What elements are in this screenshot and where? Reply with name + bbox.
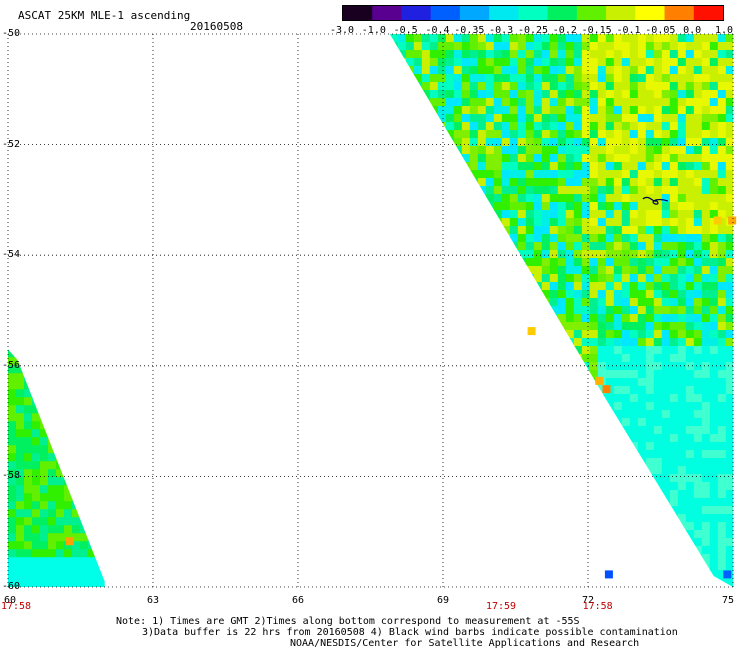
- color-scale-label: -0.1: [616, 25, 641, 36]
- latitude-label: -54: [2, 249, 21, 261]
- color-scale-label: 0.0: [683, 25, 702, 36]
- longitude-label: 60: [3, 595, 17, 606]
- color-scale-bar: [342, 5, 724, 21]
- time-label: 17:58: [582, 601, 613, 612]
- wind-barb: [642, 196, 669, 205]
- color-scale-swatch: [343, 6, 373, 20]
- latitude-label: -58: [2, 470, 21, 482]
- color-scale-label: -3.0: [329, 25, 355, 36]
- color-scale-swatch: [489, 6, 519, 20]
- longitude-label: 63: [146, 595, 160, 606]
- map-title: ASCAT 25KM MLE-1 ascending: [18, 9, 191, 22]
- color-scale-label: -0.2: [552, 25, 577, 36]
- color-scale-swatch: [430, 6, 461, 20]
- color-scale-swatch: [547, 6, 578, 20]
- latitude-label: -52: [2, 138, 21, 150]
- longitude-label: 72: [581, 595, 595, 606]
- color-scale-label: 1.0: [714, 25, 734, 36]
- color-scale-swatch: [576, 6, 607, 20]
- latitude-label: -56: [2, 359, 21, 371]
- color-scale-label: -0.25: [517, 25, 549, 36]
- color-scale-label: -0.5: [393, 25, 418, 36]
- swath-east: [389, 34, 733, 587]
- color-scale-swatch: [664, 6, 695, 20]
- longitude-label: 69: [436, 595, 450, 606]
- color-scale-swatch: [372, 6, 402, 20]
- color-scale-swatch: [401, 6, 432, 20]
- color-scale-label: -0.35: [454, 25, 485, 36]
- color-scale-label: -0.3: [489, 25, 514, 36]
- color-scale-label: -0.4: [425, 25, 450, 36]
- color-scale-label: -0.15: [581, 25, 612, 36]
- map-date: 20160508: [190, 20, 243, 33]
- time-label: 17:59: [485, 601, 517, 612]
- swath-west: [8, 349, 105, 587]
- time-label: 17:58: [0, 601, 32, 612]
- note-line-1: Note: 1) Times are GMT 2)Times along bot…: [116, 616, 580, 627]
- longitude-label: 75: [721, 595, 735, 606]
- note-line-2: 3)Data buffer is 22 hrs from 20160508 4)…: [142, 627, 678, 638]
- color-scale-swatch: [635, 6, 666, 20]
- latitude-label: -50: [2, 28, 21, 39]
- color-scale-swatch: [459, 6, 490, 20]
- color-scale-swatch: [518, 6, 549, 20]
- latitude-label: -60: [2, 581, 21, 592]
- color-scale-swatch: [693, 6, 723, 20]
- color-scale-label: -0.05: [645, 25, 676, 36]
- longitude-label: 66: [291, 595, 305, 606]
- color-scale-label: -1.0: [361, 25, 386, 36]
- note-line-3: NOAA/NESDIS/Center for Satellite Applica…: [290, 638, 640, 649]
- color-scale-swatch: [606, 6, 636, 20]
